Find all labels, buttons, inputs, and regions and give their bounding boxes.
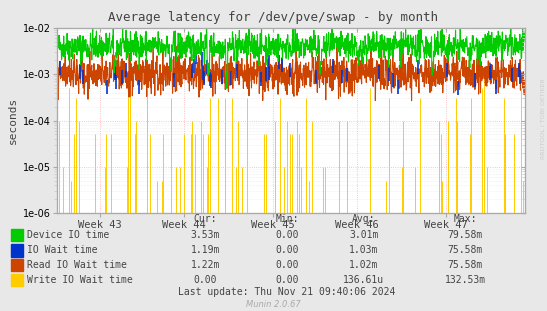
Text: Max:: Max: bbox=[453, 214, 476, 224]
Text: 79.58m: 79.58m bbox=[447, 230, 482, 240]
Text: 75.58m: 75.58m bbox=[447, 245, 482, 255]
Text: 3.53m: 3.53m bbox=[190, 230, 220, 240]
Text: 1.03m: 1.03m bbox=[349, 245, 379, 255]
Text: Last update: Thu Nov 21 09:40:06 2024: Last update: Thu Nov 21 09:40:06 2024 bbox=[178, 287, 396, 297]
Text: 1.22m: 1.22m bbox=[190, 260, 220, 270]
Text: Munin 2.0.67: Munin 2.0.67 bbox=[246, 300, 301, 309]
Text: Device IO time: Device IO time bbox=[27, 230, 109, 240]
Text: 0.00: 0.00 bbox=[194, 275, 217, 285]
Text: RRDTOOL / TOBI OETIKER: RRDTOOL / TOBI OETIKER bbox=[541, 78, 546, 159]
Text: 132.53m: 132.53m bbox=[444, 275, 486, 285]
Text: 75.58m: 75.58m bbox=[447, 260, 482, 270]
Text: Average latency for /dev/pve/swap - by month: Average latency for /dev/pve/swap - by m… bbox=[108, 11, 439, 24]
Text: 0.00: 0.00 bbox=[276, 245, 299, 255]
Text: 0.00: 0.00 bbox=[276, 260, 299, 270]
Text: 136.61u: 136.61u bbox=[343, 275, 385, 285]
Y-axis label: seconds: seconds bbox=[8, 97, 18, 144]
Text: Cur:: Cur: bbox=[194, 214, 217, 224]
Text: Min:: Min: bbox=[276, 214, 299, 224]
Text: IO Wait time: IO Wait time bbox=[27, 245, 98, 255]
Text: Write IO Wait time: Write IO Wait time bbox=[27, 275, 133, 285]
Text: Avg:: Avg: bbox=[352, 214, 375, 224]
Text: 0.00: 0.00 bbox=[276, 275, 299, 285]
Text: Read IO Wait time: Read IO Wait time bbox=[27, 260, 127, 270]
Text: 1.19m: 1.19m bbox=[190, 245, 220, 255]
Text: 3.01m: 3.01m bbox=[349, 230, 379, 240]
Text: 1.02m: 1.02m bbox=[349, 260, 379, 270]
Text: 0.00: 0.00 bbox=[276, 230, 299, 240]
